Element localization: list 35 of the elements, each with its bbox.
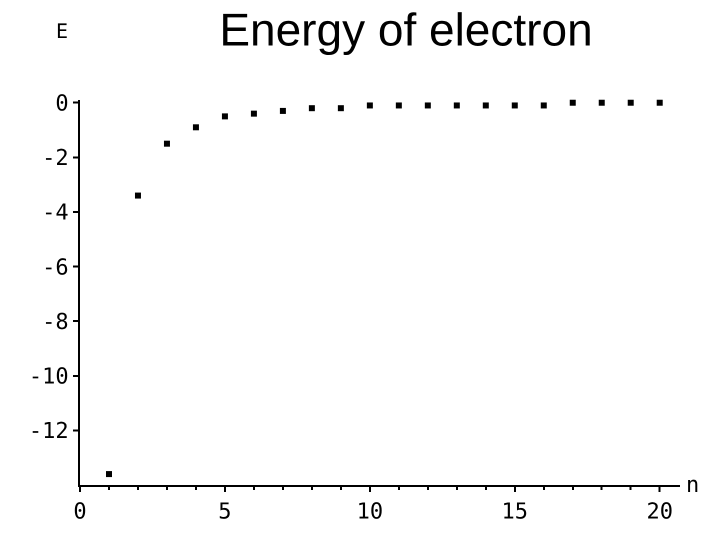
point xyxy=(482,102,489,108)
point xyxy=(656,100,663,106)
point xyxy=(598,100,605,106)
x-tick-label: 0 xyxy=(73,499,87,524)
point xyxy=(338,105,344,112)
point xyxy=(164,140,170,147)
x-tick-label: 15 xyxy=(502,499,528,524)
point xyxy=(192,124,199,130)
x-axis-title: n xyxy=(686,473,700,498)
y-tick-label: -12 xyxy=(28,419,69,444)
point xyxy=(308,105,315,112)
point xyxy=(222,113,228,120)
point xyxy=(454,102,460,108)
y-tick-label: -8 xyxy=(42,310,69,335)
x-tick-label: 10 xyxy=(356,499,384,524)
x-tick-label: 20 xyxy=(646,499,673,524)
point xyxy=(512,102,518,108)
point xyxy=(628,100,634,106)
point xyxy=(134,192,141,199)
y-axis-title: E xyxy=(56,19,68,43)
point xyxy=(250,110,257,117)
point xyxy=(396,102,402,108)
x-tick-label: 5 xyxy=(218,499,232,524)
y-tick-label: -6 xyxy=(42,255,69,280)
y-tick-label: -2 xyxy=(42,146,69,172)
point xyxy=(540,102,547,108)
point xyxy=(106,471,112,478)
y-tick-label: -10 xyxy=(28,364,69,390)
y-tick-label: 0 xyxy=(55,91,69,116)
point xyxy=(570,100,576,106)
y-tick-label: -4 xyxy=(42,200,69,226)
chart-title: Energy of electron xyxy=(219,4,593,56)
point xyxy=(366,102,373,108)
point xyxy=(424,102,431,108)
point xyxy=(280,108,286,114)
